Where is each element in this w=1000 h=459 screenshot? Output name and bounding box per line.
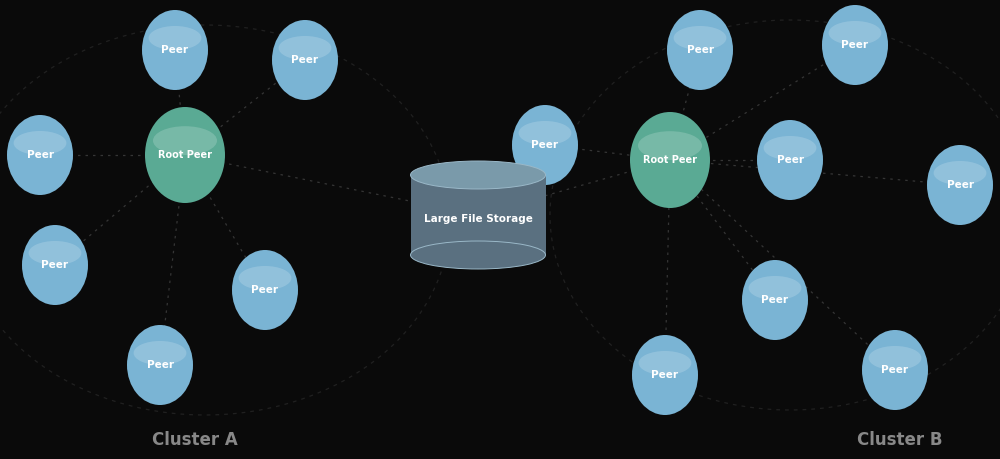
Ellipse shape: [927, 145, 993, 225]
Text: Peer: Peer: [292, 55, 318, 65]
Ellipse shape: [757, 120, 823, 200]
Text: Peer: Peer: [162, 45, 188, 55]
Ellipse shape: [512, 105, 578, 185]
Text: Peer: Peer: [842, 40, 868, 50]
Ellipse shape: [145, 107, 225, 203]
Text: Cluster A: Cluster A: [152, 431, 238, 449]
Ellipse shape: [674, 26, 726, 50]
Text: Root Peer: Root Peer: [158, 150, 212, 160]
Ellipse shape: [411, 161, 546, 189]
Ellipse shape: [232, 250, 298, 330]
Ellipse shape: [639, 351, 691, 375]
Ellipse shape: [14, 131, 66, 155]
Ellipse shape: [632, 335, 698, 415]
Ellipse shape: [22, 225, 88, 305]
Text: Peer: Peer: [532, 140, 558, 150]
Ellipse shape: [239, 266, 291, 290]
Ellipse shape: [862, 330, 928, 410]
Ellipse shape: [829, 21, 881, 45]
Ellipse shape: [630, 112, 710, 208]
Ellipse shape: [134, 341, 186, 365]
Ellipse shape: [749, 276, 801, 300]
Ellipse shape: [7, 115, 73, 195]
Ellipse shape: [142, 10, 208, 90]
Ellipse shape: [742, 260, 808, 340]
Ellipse shape: [127, 325, 193, 405]
Ellipse shape: [153, 126, 217, 155]
Ellipse shape: [272, 20, 338, 100]
Text: Peer: Peer: [146, 360, 174, 370]
Text: Cluster B: Cluster B: [857, 431, 943, 449]
Text: Peer: Peer: [652, 370, 678, 380]
Text: Large File Storage: Large File Storage: [424, 214, 532, 224]
Text: Peer: Peer: [42, 260, 68, 270]
Text: Peer: Peer: [946, 180, 974, 190]
Ellipse shape: [411, 241, 546, 269]
Ellipse shape: [29, 241, 81, 265]
Text: Peer: Peer: [776, 155, 804, 165]
Text: Root Peer: Root Peer: [643, 155, 697, 165]
Ellipse shape: [519, 121, 571, 145]
Text: Peer: Peer: [26, 150, 54, 160]
Ellipse shape: [279, 36, 331, 60]
Ellipse shape: [638, 131, 702, 160]
Text: Peer: Peer: [686, 45, 714, 55]
Ellipse shape: [934, 161, 986, 185]
Text: Peer: Peer: [252, 285, 278, 295]
Text: Peer: Peer: [762, 295, 788, 305]
Ellipse shape: [822, 5, 888, 85]
Ellipse shape: [869, 346, 921, 370]
FancyBboxPatch shape: [411, 175, 546, 255]
Ellipse shape: [149, 26, 201, 50]
Ellipse shape: [764, 136, 816, 160]
Ellipse shape: [667, 10, 733, 90]
Text: Peer: Peer: [882, 365, 908, 375]
